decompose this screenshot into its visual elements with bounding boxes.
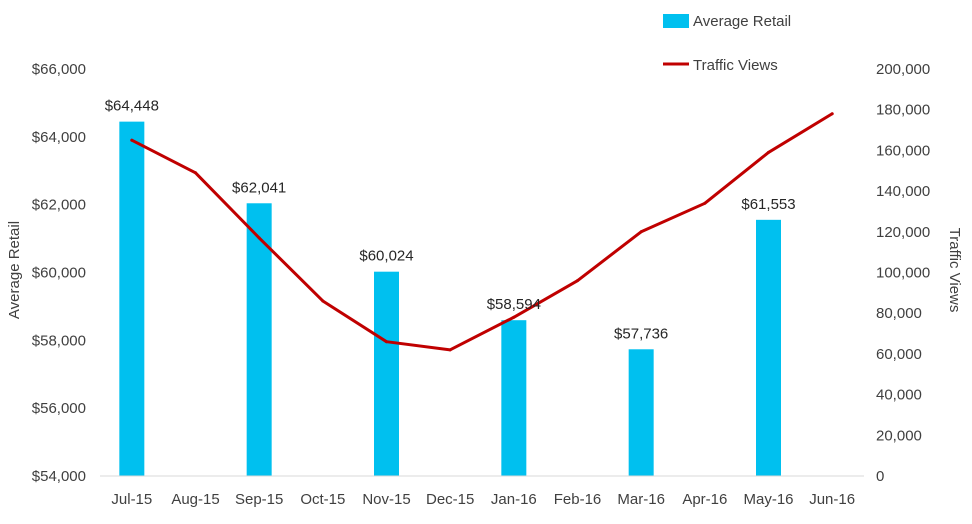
y-tick: $64,000 [32,129,86,146]
y-axis-ticks: $54,000 $56,000 $58,000 $60,000 $62,000 $64,0… [32,61,86,485]
y-tick: $66,000 [32,61,86,78]
bar-Nov-15 [374,271,399,476]
bar-Jul-15 [119,121,145,476]
x-tick-Apr-16: Apr-16 [682,491,727,508]
y-tick: $60,000 [32,265,86,282]
x-tick-Jan-16: Jan-16 [491,491,537,508]
y2-tick: 60,000 [876,346,922,363]
data-label-Jul-15: $64,448 [105,98,159,115]
line-point-Jun-16 [830,112,834,116]
line-point-Jul-15 [130,138,134,142]
data-label-Mar-16: $57,736 [614,325,668,342]
y2-tick: 180,000 [876,102,930,119]
x-tick-Jul-15: Jul-15 [111,491,152,508]
x-tick-Dec-15: Dec-15 [426,491,474,508]
y2-tick: 140,000 [876,183,930,200]
x-tick-Mar-16: Mar-16 [617,491,665,508]
y-tick: $62,000 [32,197,86,214]
line-point-Apr-16 [703,201,707,205]
line-point-Nov-15 [385,340,388,344]
line-point-Dec-15 [448,348,452,352]
line-point-Sep-15 [257,236,261,240]
legend-label-traffic-views: Traffic Views [693,57,778,74]
y2-tick: 100,000 [876,265,930,282]
bar-Jan-16 [501,320,527,476]
y-tick: $54,000 [32,468,86,485]
legend: Average Retail Traffic Views [663,13,791,74]
y2-tick: 40,000 [876,387,922,404]
line-traffic-views [130,112,834,352]
line-point-Jan-16 [512,315,516,319]
bars-layer [119,121,781,477]
y2-axis-ticks: 0 20,000 40,000 60,000 80,000 100,000 120,000 1… [876,61,930,485]
data-label-Jan-16: $58,594 [487,296,541,313]
bar-May-16 [756,219,781,476]
x-tick-Aug-15: Aug-15 [171,491,219,508]
y2-tick: 0 [876,468,884,485]
y-axis-title: Average Retail [6,221,23,319]
line-point-May-16 [767,150,770,154]
y2-tick: 120,000 [876,224,930,241]
y2-tick: 200,000 [876,61,930,78]
bar-Sep-15 [246,203,272,477]
x-tick-Feb-16: Feb-16 [554,491,602,508]
line-point-Mar-16 [639,230,643,234]
x-tick-Sep-15: Sep-15 [235,491,283,508]
x-tick-May-16: May-16 [743,491,793,508]
y2-axis-title: Traffic Views [946,228,963,313]
line-layer [130,112,834,352]
y-tick: $58,000 [32,332,86,349]
data-label-Nov-15: $60,024 [359,248,413,265]
y2-tick: 80,000 [876,305,922,322]
data-labels: $64,448 $62,041 $60,024 $58,594 $57,736 $61,5… [105,98,796,343]
data-label-May-16: $61,553 [741,196,795,213]
y2-tick: 160,000 [876,142,930,159]
legend-swatch-average-retail [663,14,689,28]
bar-Mar-16 [628,349,654,476]
y-tick: $56,000 [32,400,86,417]
x-tick-Oct-15: Oct-15 [300,491,345,508]
line-point-Oct-15 [321,299,325,303]
x-tick-Jun-16: Jun-16 [809,491,855,508]
x-axis-ticks: Jul-15 Aug-15 Sep-15 Oct-15 Nov-15 Dec-15 Jan-… [111,491,855,508]
line-point-Aug-15 [194,171,197,175]
y2-tick: 20,000 [876,427,922,444]
line-point-Feb-16 [576,279,579,283]
x-tick-Nov-15: Nov-15 [362,491,410,508]
legend-label-average-retail: Average Retail [693,13,791,30]
data-label-Sep-15: $62,041 [232,179,286,196]
